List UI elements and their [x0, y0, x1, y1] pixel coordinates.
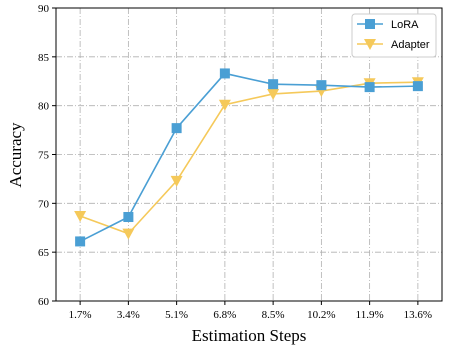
x-tick-label: 10.2%: [307, 309, 335, 321]
legend-adapter-label: Adapter: [391, 39, 430, 51]
legend-lora-marker: [365, 19, 375, 29]
x-axis-title: Estimation Steps: [192, 326, 307, 345]
lora-point: [219, 68, 230, 79]
lora-point: [123, 212, 134, 223]
legend: LoRA Adapter: [351, 13, 437, 58]
y-tick-label: 65: [38, 247, 50, 259]
x-axis-ticks: 1.7% 3.4% 5.1% 6.8% 8.5% 10.2% 11.9% 13.6%: [69, 301, 432, 321]
y-tick-label: 60: [38, 296, 50, 308]
y-axis-ticks: 60 65 70 75 80 85 90: [38, 3, 56, 308]
x-tick-label: 5.1%: [165, 309, 188, 321]
adapter-point: [74, 211, 87, 223]
x-tick-label: 11.9%: [356, 309, 384, 321]
lora-line: [79, 72, 418, 243]
lora-point: [316, 80, 327, 91]
y-tick-label: 90: [38, 3, 50, 15]
legend-lora-label: LoRA: [391, 19, 419, 31]
lora-point: [268, 79, 279, 90]
adapter-point: [267, 88, 280, 100]
lora-point: [75, 236, 86, 247]
x-tick-label: 1.7%: [69, 309, 92, 321]
adapter-line: [79, 81, 418, 235]
adapter-point: [122, 228, 135, 240]
lora-point: [171, 123, 182, 134]
y-axis-title: Accuracy: [6, 122, 25, 188]
adapter-point: [218, 99, 231, 111]
y-tick-label: 85: [38, 52, 50, 64]
x-tick-label: 8.5%: [262, 309, 285, 321]
x-tick-label: 13.6%: [404, 309, 432, 321]
series-layer: [74, 68, 424, 247]
y-tick-label: 75: [38, 150, 50, 162]
y-tick-label: 70: [38, 198, 50, 210]
legend-adapter-marker: [364, 39, 376, 50]
x-tick-label: 3.4%: [117, 309, 140, 321]
lora-point: [412, 81, 423, 92]
x-tick-label: 6.8%: [213, 309, 236, 321]
lora-point: [364, 82, 375, 93]
adapter-point: [170, 175, 183, 187]
y-tick-label: 80: [38, 101, 50, 113]
